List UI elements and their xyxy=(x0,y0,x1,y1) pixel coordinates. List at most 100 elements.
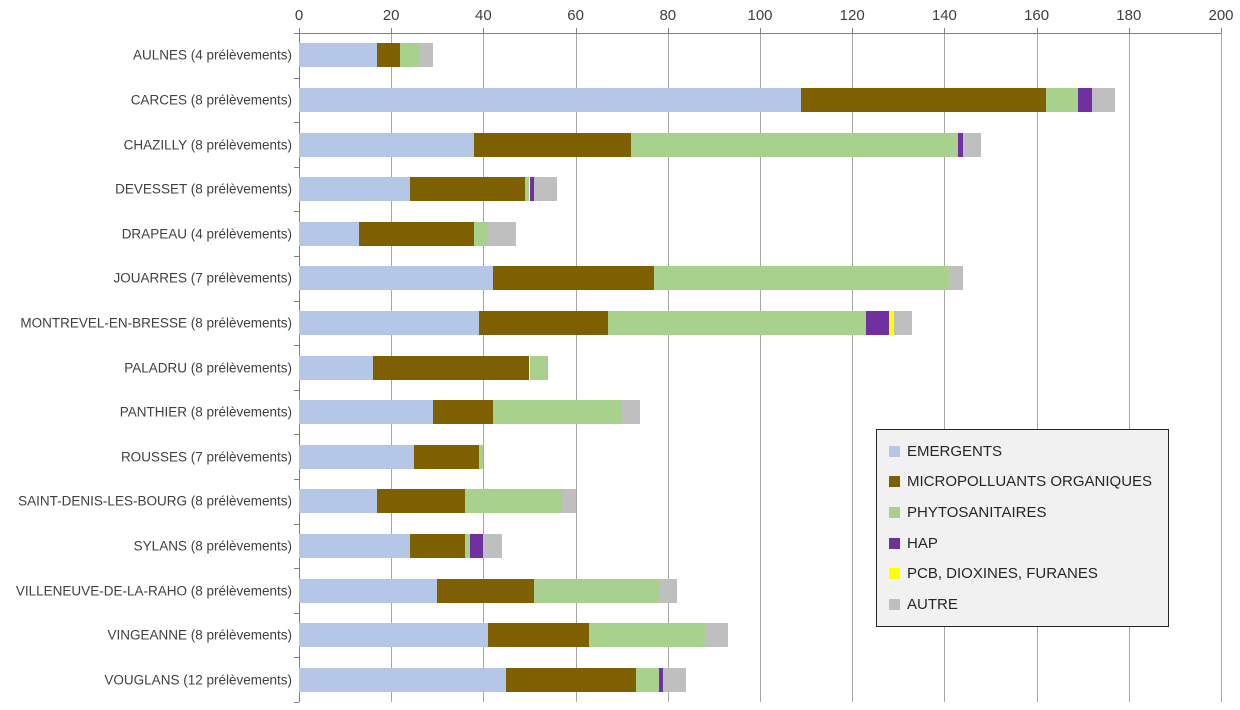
legend-label: MICROPOLLUANTS ORGANIQUES xyxy=(907,473,1153,491)
legend-swatch-icon xyxy=(889,568,900,580)
gridline xyxy=(1128,33,1130,702)
y-axis-tick xyxy=(294,613,299,614)
x-axis-tick xyxy=(483,28,485,33)
bar-segment-emergents xyxy=(299,355,373,380)
bar-segment-autre xyxy=(483,533,502,558)
x-axis-tick-label: 20 xyxy=(382,7,400,24)
category-label: VOUGLANS (12 prélèvements) xyxy=(104,672,292,688)
bar-segment-phytosanitaires xyxy=(474,221,488,246)
bar-segment-phytosanitaires xyxy=(400,43,419,68)
y-axis-tick xyxy=(294,211,299,212)
y-axis-tick xyxy=(294,122,299,123)
bar-segment-phytosanitaires xyxy=(464,533,470,558)
bar-segment-hap xyxy=(529,177,535,202)
bar-segment-emergents xyxy=(299,533,410,558)
bar-segment-autre xyxy=(962,132,982,157)
y-axis-tick xyxy=(294,78,299,79)
bar-segment-pcb-dioxines-furanes xyxy=(889,310,894,335)
bar-segment-autre xyxy=(534,177,558,202)
bar-segment-phytosanitaires xyxy=(524,177,530,202)
y-axis-tick xyxy=(294,256,299,257)
bar-segment-micropolluants-organiques xyxy=(414,444,479,469)
bar-segment-hap xyxy=(1078,87,1092,112)
bar-segment-phytosanitaires xyxy=(529,355,548,380)
gridline xyxy=(1221,33,1222,702)
y-axis-tick xyxy=(294,33,299,34)
legend-item: AUTRE xyxy=(889,596,1156,613)
gridline xyxy=(760,33,761,702)
bar-segment-emergents xyxy=(299,623,488,648)
gridline xyxy=(852,33,854,702)
legend-swatch-icon xyxy=(889,537,900,549)
y-axis-tick xyxy=(294,345,299,346)
x-axis-tick-label: 80 xyxy=(659,7,677,24)
category-label: DEVESSET (8 prélèvements) xyxy=(115,181,292,197)
x-axis-tick-label: 160 xyxy=(1024,7,1050,24)
bar-segment-micropolluants-organiques xyxy=(377,43,401,68)
bar-segment-micropolluants-organiques xyxy=(432,400,493,425)
y-axis-tick xyxy=(294,657,299,658)
legend-label: HAP xyxy=(907,534,938,552)
gridline xyxy=(1036,33,1038,702)
bar-segment-emergents xyxy=(299,489,378,514)
y-axis-tick xyxy=(294,390,299,391)
bar-segment-autre xyxy=(893,310,913,335)
y-axis-tick xyxy=(294,301,299,302)
bar-segment-hap xyxy=(958,132,963,157)
bar-segment-phytosanitaires xyxy=(492,400,622,425)
bar-segment-phytosanitaires xyxy=(630,132,959,157)
legend-swatch-icon xyxy=(889,507,900,519)
x-axis-tick xyxy=(1221,28,1222,33)
legend-item: EMERGENTS xyxy=(889,443,1156,460)
category-label: CHAZILLY (8 prélèvements) xyxy=(123,137,292,152)
bar-segment-emergents xyxy=(299,667,507,692)
bar-segment-phytosanitaires xyxy=(1045,87,1079,112)
bar-segment-emergents xyxy=(299,221,359,246)
bar-segment-emergents xyxy=(299,310,479,335)
category-label: PALADRU (8 prélèvements) xyxy=(124,360,292,375)
category-label: AULNES (4 prélèvements) xyxy=(132,47,292,63)
bar-segment-micropolluants-organiques xyxy=(492,266,654,291)
category-label: VILLENEUVE-DE-LA-RAHO (8 prélèvements) xyxy=(15,583,292,598)
bar-segment-emergents xyxy=(299,266,493,291)
legend-label: PHYTOSANITAIRES xyxy=(907,504,1047,522)
legend-swatch-icon xyxy=(889,476,900,488)
bar-segment-phytosanitaires xyxy=(635,667,659,692)
category-label: CARCES (8 prélèvements) xyxy=(130,92,292,108)
bar-segment-phytosanitaires xyxy=(478,444,484,469)
bar-segment-micropolluants-organiques xyxy=(372,355,530,380)
legend-swatch-icon xyxy=(889,445,900,457)
x-axis-tick xyxy=(667,28,669,33)
legend: EMERGENTS MICROPOLLUANTS ORGANIQUES PHYTOS… xyxy=(876,429,1169,627)
bar-segment-autre xyxy=(658,578,678,603)
y-axis-tick xyxy=(294,524,299,525)
y-axis-tick xyxy=(294,568,299,569)
bar-segment-hap xyxy=(866,310,890,335)
bar-segment-hap xyxy=(658,667,664,692)
bar-segment-emergents xyxy=(299,43,378,68)
legend-item: PCB, DIOXINES, FURANES xyxy=(889,565,1156,582)
legend-item: PHYTOSANITAIRES xyxy=(889,504,1156,521)
x-axis-tick xyxy=(1128,28,1130,33)
x-axis-line xyxy=(299,33,1221,34)
bar-segment-micropolluants-organiques xyxy=(409,533,465,558)
bar-segment-emergents xyxy=(299,177,410,202)
gridline xyxy=(667,33,669,702)
bar-segment-autre xyxy=(488,221,516,246)
bar-segment-phytosanitaires xyxy=(464,489,562,514)
bar-segment-emergents xyxy=(299,400,433,425)
bar-segment-micropolluants-organiques xyxy=(478,310,608,335)
bar-segment-autre xyxy=(663,667,687,692)
bar-segment-micropolluants-organiques xyxy=(358,221,475,246)
bar-segment-micropolluants-organiques xyxy=(801,87,1046,112)
x-axis-tick xyxy=(852,28,854,33)
bar-segment-micropolluants-organiques xyxy=(474,132,631,157)
bar-segment-emergents xyxy=(299,578,438,603)
bar-segment-autre xyxy=(704,623,728,648)
x-axis-tick xyxy=(760,28,761,33)
bar-segment-emergents xyxy=(299,132,475,157)
x-axis-tick xyxy=(299,28,300,33)
x-axis-tick-label: 140 xyxy=(931,7,957,24)
bar-segment-micropolluants-organiques xyxy=(437,578,535,603)
bar-segment-phytosanitaires xyxy=(534,578,659,603)
